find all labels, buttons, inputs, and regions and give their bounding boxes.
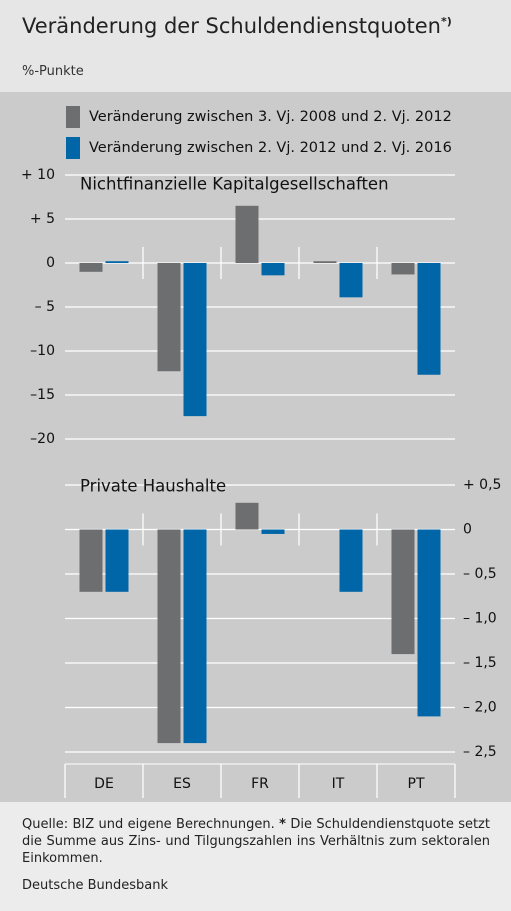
bar	[105, 261, 129, 263]
bar	[235, 502, 259, 530]
x-tick-label: FR	[251, 776, 269, 792]
y-tick-label: – 2,5	[463, 744, 497, 760]
subtitle: %-Punkte	[22, 64, 84, 79]
bar	[157, 529, 181, 744]
x-tick-label: DE	[94, 776, 114, 792]
asterisk: *	[279, 817, 286, 832]
bar	[391, 263, 415, 275]
bar	[261, 263, 285, 276]
y-tick-label: – 0,5	[463, 566, 497, 582]
chart: + 10 + 5 0 – 5 –10 –15 –20 Nichtfinanzielle Kap…	[0, 92, 511, 802]
y-tick-label: + 10	[21, 167, 55, 183]
note: Die Schuldendienstquote setzt die Summe …	[22, 817, 490, 866]
bar	[183, 529, 207, 744]
bar	[79, 529, 103, 592]
bar	[157, 263, 181, 372]
x-tick-label: IT	[332, 776, 345, 792]
y-tick-label: –20	[30, 431, 55, 447]
y-tick-label: – 5	[35, 299, 55, 315]
bar	[105, 529, 129, 592]
bar	[417, 529, 441, 717]
y-tick-label: + 0,5	[463, 477, 501, 493]
bar	[235, 205, 259, 263]
legend-swatch	[66, 137, 80, 159]
legend-label: Veränderung zwischen 2. Vj. 2012 und 2. …	[89, 140, 452, 156]
title-block: Veränderung der Schuldendienstquoten*)	[22, 14, 452, 38]
bar	[79, 263, 103, 272]
bar	[339, 529, 363, 592]
legend-label: Veränderung zwischen 3. Vj. 2008 und 2. …	[89, 109, 452, 125]
panel-title: Nichtfinanzielle Kapitalgesellschaften	[80, 175, 389, 194]
panel-title: Private Haushalte	[80, 477, 226, 496]
title: Veränderung der Schuldendienstquoten	[22, 14, 441, 38]
footer: Quelle: BIZ und eigene Berechnungen. * D…	[0, 802, 511, 911]
y-tick-label: + 5	[30, 211, 55, 227]
y-tick-label: 0	[46, 255, 55, 271]
header: Veränderung der Schuldendienstquoten*) %…	[0, 0, 511, 92]
bar	[417, 263, 441, 375]
footnote: Quelle: BIZ und eigene Berechnungen. * D…	[22, 816, 490, 867]
bar	[391, 529, 415, 655]
y-tick-label: –10	[30, 343, 55, 359]
bar	[339, 263, 363, 298]
title-note: *)	[440, 15, 452, 28]
bar	[261, 529, 285, 534]
publisher: Deutsche Bundesbank	[22, 878, 169, 893]
y-tick-label: – 2,0	[463, 700, 497, 716]
y-tick-label: –15	[30, 387, 55, 403]
y-tick-label: – 1,5	[463, 655, 497, 671]
source: Quelle: BIZ und eigene Berechnungen.	[22, 817, 275, 832]
bar	[313, 261, 337, 263]
y-tick-label: – 1,0	[463, 611, 497, 627]
y-tick-label: 0	[463, 522, 472, 538]
x-tick-label: ES	[173, 776, 191, 792]
legend-swatch	[66, 106, 80, 128]
bar	[183, 263, 207, 417]
x-tick-label: PT	[408, 776, 425, 792]
